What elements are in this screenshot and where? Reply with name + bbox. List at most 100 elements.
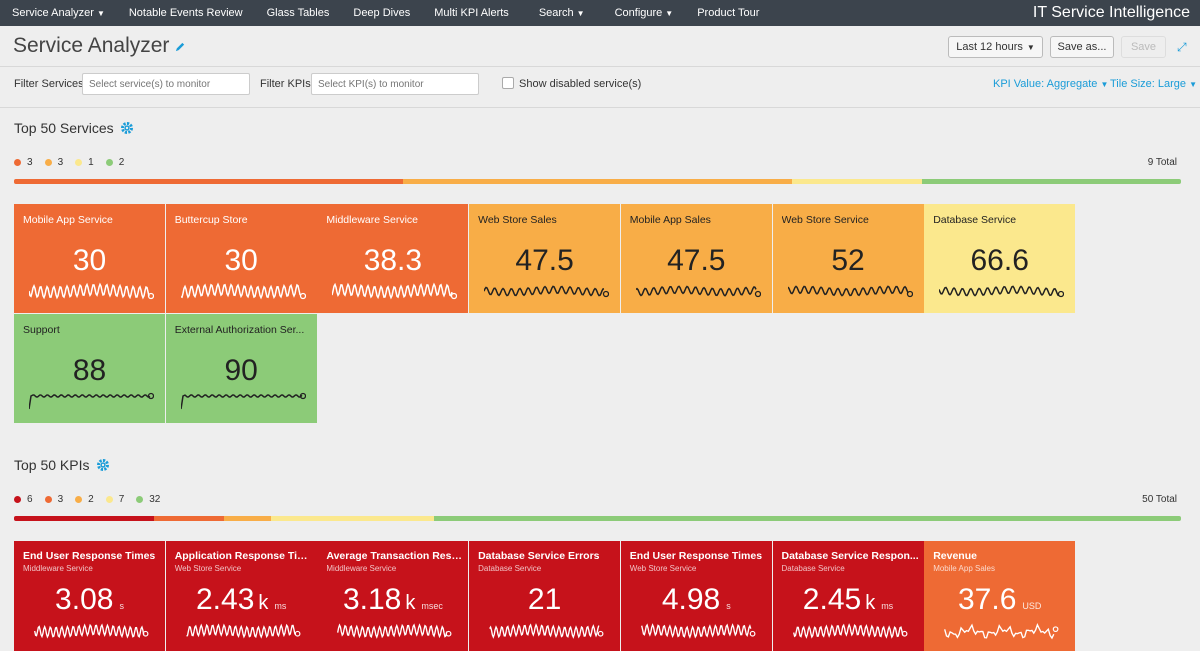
- kpi-tile[interactable]: Application Response Tim... Web Store Ser…: [165, 541, 317, 651]
- legend-item[interactable]: 2: [105, 157, 125, 168]
- kpi-tile-name: Application Response Tim...: [174, 550, 313, 562]
- service-tile[interactable]: Buttercup Store 30: [165, 204, 317, 313]
- filter-services-label: Filter Services: [14, 78, 84, 90]
- nav-product-tour[interactable]: Product Tour: [685, 0, 771, 26]
- chevron-down-icon: ▼: [576, 8, 585, 18]
- kpi-tile-unit: s: [726, 601, 731, 611]
- kpi-tile-suffix: k: [865, 592, 876, 614]
- service-tile[interactable]: Web Store Service 52: [772, 204, 924, 313]
- sparkline: [337, 623, 452, 639]
- legend-item[interactable]: 3: [14, 157, 33, 168]
- divider: [0, 66, 1200, 67]
- kpi-tile[interactable]: Average Transaction Resp... Middleware Se…: [317, 541, 469, 651]
- show-disabled-checkbox[interactable]: [502, 77, 514, 89]
- severity-bar-segment: [434, 516, 1181, 521]
- kpi-tile-unit: USD: [1022, 601, 1042, 611]
- severity-dot: [75, 159, 83, 166]
- pencil-edit-icon[interactable]: [175, 41, 186, 52]
- kpi-tile-unit: s: [119, 601, 124, 611]
- kpi-tile-unit: ms: [881, 601, 894, 611]
- nav-search[interactable]: Search ▼: [521, 0, 597, 26]
- severity-dot: [44, 159, 52, 166]
- service-tile-name: Mobile App Service: [23, 214, 113, 226]
- gear-icon[interactable]: [120, 121, 134, 135]
- kpi-tile[interactable]: Database Service Respon... Database Servi…: [772, 541, 924, 651]
- nav-service-analyzer[interactable]: Service Analyzer ▼: [0, 0, 117, 26]
- severity-bar-segment: [792, 179, 922, 184]
- services-section-title: Top 50 Services: [14, 120, 134, 136]
- kpi-tile-value: 3.18: [342, 583, 402, 616]
- kpi-value-dropdown[interactable]: KPI Value: Aggregate ▼: [993, 78, 1108, 90]
- service-tile[interactable]: Support 88: [14, 314, 165, 423]
- gear-icon[interactable]: [96, 458, 110, 472]
- service-tile-name: Middleware Service: [326, 214, 419, 226]
- kpi-tile[interactable]: Revenue Mobile App Sales 37.6 USD: [924, 541, 1076, 651]
- kpi-tile-name: Revenue: [933, 550, 977, 562]
- severity-bar-segment: [14, 179, 403, 184]
- legend-item[interactable]: 32: [136, 494, 160, 505]
- sparkline: [489, 623, 604, 639]
- legend-count: 2: [118, 157, 125, 168]
- kpi-tile-name: Database Service Errors: [478, 550, 600, 562]
- filter-services-input[interactable]: [82, 73, 250, 95]
- sparkline: [29, 392, 154, 410]
- nav-notable-events-review[interactable]: Notable Events Review: [117, 0, 255, 26]
- kpi-tile-value-row: 37.6 USD: [924, 583, 1075, 617]
- kpi-tile-name: Average Transaction Resp...: [326, 550, 465, 562]
- service-tile[interactable]: Mobile App Service 30: [14, 204, 165, 313]
- kpi-tile-service: Database Service: [478, 564, 542, 573]
- save-as-button[interactable]: Save as...: [1050, 36, 1114, 58]
- services-severity-bar: [14, 179, 1181, 184]
- kpi-tile-name: End User Response Times: [629, 550, 763, 562]
- legend-item[interactable]: 3: [44, 157, 63, 168]
- kpi-tile-value: 4.98: [661, 583, 721, 616]
- chevron-down-icon: ▼: [665, 8, 674, 18]
- legend-count: 3: [57, 494, 64, 505]
- service-tile[interactable]: External Authorization Ser... 90: [165, 314, 317, 423]
- service-tile[interactable]: Web Store Sales 47.5: [469, 204, 621, 313]
- nav-label: Search: [538, 7, 574, 19]
- sparkline: [185, 623, 301, 639]
- legend-item[interactable]: 2: [75, 494, 94, 505]
- service-tile[interactable]: Middleware Service 38.3: [317, 204, 469, 313]
- chevron-down-icon: ▼: [96, 8, 105, 18]
- save-label: Save: [1130, 41, 1157, 53]
- legend-item[interactable]: 7: [105, 494, 124, 505]
- kpi-tile-service: Database Service: [781, 564, 845, 573]
- kpi-tile[interactable]: End User Response Times Web Store Service…: [620, 541, 772, 651]
- nav-deep-dives[interactable]: Deep Dives: [341, 0, 422, 26]
- sparkline: [180, 282, 306, 300]
- legend-item[interactable]: 1: [75, 157, 94, 168]
- divider: [0, 107, 1200, 108]
- service-tile-name: Support: [23, 324, 60, 336]
- service-tile-health-score: 52: [831, 244, 865, 277]
- nav-configure[interactable]: Configure ▼: [597, 0, 686, 26]
- nav-multi-kpi-alerts[interactable]: Multi KPI Alerts: [422, 0, 521, 26]
- service-tile-health-score: 30: [72, 244, 107, 277]
- nav-glass-tables[interactable]: Glass Tables: [255, 0, 342, 26]
- kpi-tile-value: 2.43: [195, 583, 255, 616]
- legend-item[interactable]: 6: [14, 494, 33, 505]
- save-button[interactable]: Save: [1121, 36, 1166, 58]
- service-tile-health-score: 88: [72, 354, 107, 387]
- sparkline: [29, 282, 154, 300]
- kpi-tile[interactable]: End User Response Times Middleware Servic…: [14, 541, 165, 651]
- filter-kpis-input[interactable]: [311, 73, 479, 95]
- service-tile-name: Web Store Sales: [478, 214, 557, 226]
- sparkline: [635, 285, 761, 298]
- service-tile[interactable]: Database Service 66.6: [924, 204, 1076, 313]
- expand-icon[interactable]: ⤢: [1177, 40, 1187, 54]
- kpi-tile[interactable]: Database Service Errors Database Service 2…: [469, 541, 621, 651]
- service-tile-name: Mobile App Sales: [629, 214, 711, 226]
- tile-size-dropdown[interactable]: Tile Size: Large ▼: [1110, 78, 1197, 90]
- kpi-tile-value: 21: [527, 583, 562, 616]
- severity-dot: [105, 496, 113, 503]
- service-tile-name: Buttercup Store: [174, 214, 248, 226]
- severity-dot: [14, 496, 21, 503]
- service-tile[interactable]: Mobile App Sales 47.5: [620, 204, 772, 313]
- service-tile-name: External Authorization Ser...: [174, 324, 305, 336]
- legend-item[interactable]: 3: [44, 494, 64, 505]
- severity-bar-segment: [270, 516, 435, 521]
- time-range-picker[interactable]: Last 12 hours ▼: [948, 36, 1043, 58]
- kpis-section-title: Top 50 KPIs: [14, 457, 110, 473]
